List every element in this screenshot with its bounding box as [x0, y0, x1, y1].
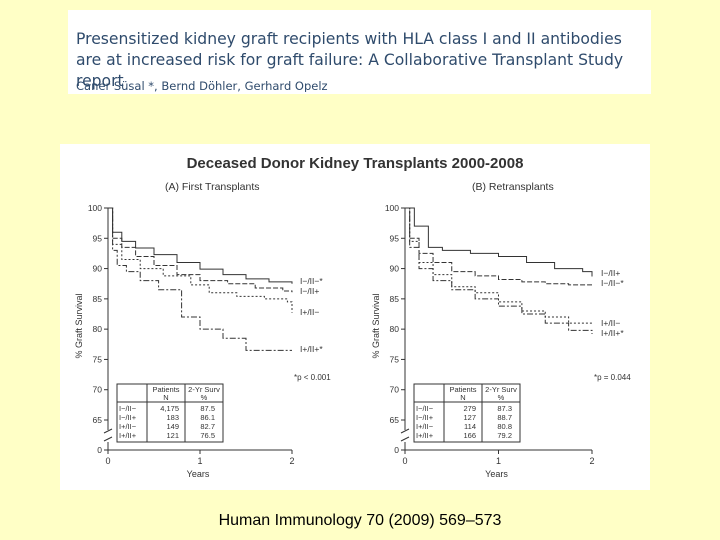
series-label-retrans: I−/II−* — [601, 278, 624, 288]
table-cell-retrans: 279 — [463, 404, 476, 413]
y-axis-break-a-retrans — [400, 428, 410, 434]
x-axis-label-first: Years — [187, 469, 210, 479]
x-tick-label-first: 2 — [289, 456, 294, 466]
series-line-first — [108, 207, 293, 313]
y-tick-label-retrans: 70 — [390, 385, 400, 395]
y-tick-label-retrans: 100 — [385, 203, 399, 213]
table-cell-retrans: 79.2 — [497, 431, 512, 440]
table-header-retrans: Patients — [449, 385, 476, 394]
y-tick-label-retrans: 75 — [390, 354, 400, 364]
table-cell-first: 87.5 — [200, 404, 215, 413]
table-header-first: N — [163, 393, 168, 402]
panel-title-retrans: (B) Retransplants — [472, 181, 554, 193]
paper-title: Presensitized kidney graft recipients wi… — [76, 30, 624, 90]
x-axis-label-retrans: Years — [485, 469, 508, 479]
table-cell-first: 183 — [166, 413, 179, 422]
table-cell-first: 86.1 — [200, 413, 215, 422]
patients-table-first — [116, 383, 224, 443]
table-header-retrans: N — [460, 393, 465, 402]
x-tick-label-first: 0 — [105, 456, 110, 466]
table-header-first: Patients — [152, 385, 179, 394]
y-tick-label-retrans: 0 — [394, 445, 399, 455]
table-header-first: 2-Yr Surv — [188, 385, 220, 394]
y-tick-label-retrans: 85 — [390, 294, 400, 304]
series-label-retrans: I−/II+ — [601, 268, 620, 278]
y-axis-label-retrans: % Graft Survival — [371, 293, 381, 358]
p-value-first: *p < 0.001 — [294, 373, 331, 382]
table-cell-first: 149 — [166, 422, 179, 431]
series-label-first: I+/II− — [300, 307, 319, 317]
table-header-first: % — [201, 393, 208, 402]
table-cell-retrans: 80.8 — [497, 422, 512, 431]
series-line-first — [108, 207, 293, 293]
series-line-retrans — [405, 207, 592, 286]
y-tick-label-first: 95 — [93, 233, 103, 243]
y-axis-break-b-first — [103, 436, 113, 442]
table-cell-first: I+/II− — [119, 422, 137, 431]
p-value-retrans: *p = 0.044 — [594, 373, 631, 382]
table-cell-retrans: 87.3 — [497, 404, 512, 413]
y-tick-label-first: 0 — [97, 445, 102, 455]
x-tick-label-retrans: 0 — [402, 456, 407, 466]
y-tick-label-first: 100 — [88, 203, 102, 213]
table-cell-retrans: 127 — [463, 413, 476, 422]
y-tick-label-first: 70 — [93, 385, 103, 395]
table-header-retrans: 2-Yr Surv — [485, 385, 517, 394]
y-tick-label-retrans: 65 — [390, 415, 400, 425]
figure-panel: Deceased Donor Kidney Transplants 2000-2… — [60, 144, 650, 490]
paper-authors: Caner Süsal *, Bernd Döhler, Gerhard Ope… — [76, 79, 328, 92]
y-tick-label-retrans: 90 — [390, 264, 400, 274]
y-tick-label-first: 85 — [93, 294, 103, 304]
table-cell-first: I−/II− — [119, 404, 137, 413]
y-tick-label-retrans: 95 — [390, 233, 400, 243]
y-axis-break-b-retrans — [400, 436, 410, 442]
x-tick-label-first: 1 — [197, 456, 202, 466]
x-tick-label-retrans: 2 — [589, 456, 594, 466]
series-line-retrans — [405, 207, 593, 277]
series-label-first: I−/II−* — [300, 276, 323, 286]
table-cell-first: 76.5 — [200, 431, 215, 440]
series-line-retrans — [405, 207, 593, 334]
figure-title: Deceased Donor Kidney Transplants 2000-2… — [187, 155, 524, 172]
series-label-first: I+/II+* — [300, 344, 323, 354]
y-axis-label-first: % Graft Survival — [74, 293, 84, 358]
series-line-first — [108, 207, 293, 284]
y-tick-label-first: 65 — [93, 415, 103, 425]
series-label-retrans: I+/II− — [601, 318, 620, 328]
series-label-first: I−/II+ — [300, 286, 319, 296]
table-header-retrans: % — [498, 393, 505, 402]
table-cell-first: 4,175 — [160, 404, 179, 413]
table-cell-first: I+/II+ — [119, 431, 137, 440]
patients-table-retrans — [413, 383, 521, 443]
table-cell-retrans: I+/II+ — [416, 431, 434, 440]
table-cell-retrans: 114 — [464, 422, 476, 431]
table-cell-retrans: I+/II− — [416, 422, 434, 431]
paper-title-panel: Presensitized kidney graft recipients wi… — [68, 10, 651, 94]
table-cell-first: 121 — [166, 431, 179, 440]
table-cell-first: 82.7 — [200, 422, 215, 431]
y-tick-label-retrans: 80 — [390, 324, 400, 334]
table-cell-retrans: I−/II− — [416, 404, 434, 413]
series-line-first — [108, 207, 292, 351]
series-line-retrans — [405, 207, 593, 325]
table-cell-retrans: I−/II+ — [416, 413, 434, 422]
citation: Human Immunology 70 (2009) 569–573 — [218, 512, 502, 529]
y-tick-label-first: 90 — [93, 264, 103, 274]
y-axis-break-a-first — [103, 428, 113, 434]
x-tick-label-retrans: 1 — [496, 456, 501, 466]
series-label-retrans: I+/II+* — [601, 328, 624, 338]
survival-figure: Deceased Donor Kidney Transplants 2000-2… — [74, 155, 631, 479]
table-cell-retrans: 166 — [463, 431, 476, 440]
y-tick-label-first: 75 — [93, 354, 103, 364]
y-tick-label-first: 80 — [93, 324, 103, 334]
panel-title-first: (A) First Transplants — [165, 181, 260, 193]
table-cell-retrans: 88.7 — [497, 413, 512, 422]
table-cell-first: I−/II+ — [119, 413, 137, 422]
